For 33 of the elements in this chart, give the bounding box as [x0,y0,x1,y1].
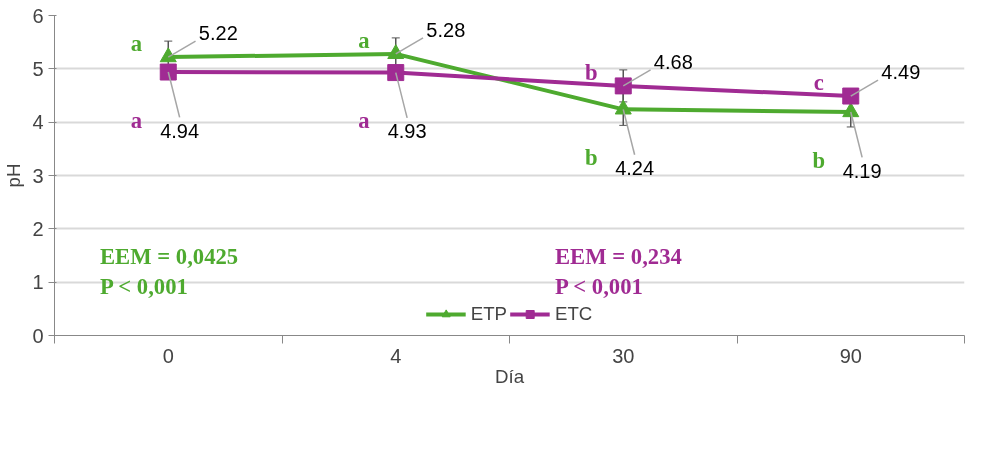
annotation: b [585,60,598,86]
annotation: a [358,28,370,54]
y-tick-label: 3 [32,164,44,187]
annotation: a [130,31,143,57]
y-tick-label: 6 [32,4,44,27]
y-axis-title: pH [3,163,25,188]
y-tick-label: 0 [32,324,44,347]
data-label: 4.93 [387,120,427,143]
annotation: c [813,70,824,96]
y-tick-label: 5 [32,57,44,80]
data-label: 5.22 [198,22,238,45]
x-tick-label: 4 [390,344,402,367]
annotation: EEM = 0,0425 P < 0,001 [100,244,239,299]
annotation: a [358,108,370,134]
y-tick-label: 4 [32,111,44,134]
annotation: a [130,107,143,133]
data-label: 4.24 [615,157,655,180]
x-axis-title: Día [494,365,525,387]
x-tick-label: 90 [839,344,862,367]
data-label: 5.28 [426,18,466,41]
legend-label: ETP [470,303,507,325]
data-label: 4.49 [881,61,921,84]
annotation: b [585,144,598,170]
data-label: 4.68 [653,50,693,73]
annotation: EEM = 0,234 P < 0,001 [555,244,682,299]
y-tick-label: 2 [32,217,44,240]
x-tick-label: 0 [162,344,174,367]
x-tick-label: 30 [612,344,635,367]
data-label: 4.19 [842,159,882,182]
annotation: b [812,147,826,173]
legend-label: ETC [554,303,593,325]
y-tick-label: 1 [32,271,44,294]
data-label: 4.94 [160,119,200,142]
